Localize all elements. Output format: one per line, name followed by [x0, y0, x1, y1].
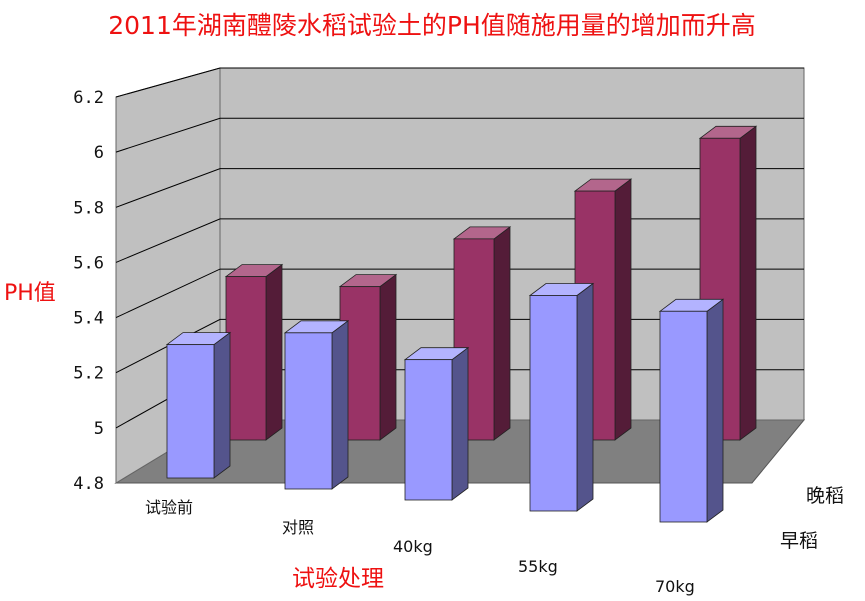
y-axis-ticks: 4.8 5 5.2 5.4 5.6 5.8 6 6.2	[73, 88, 104, 494]
y-tick-label: 5	[94, 419, 104, 439]
bar-front-face	[659, 310, 708, 523]
bar-side-face	[379, 273, 397, 441]
bar-side-face	[576, 282, 594, 512]
category-label: 对照	[282, 518, 314, 537]
bar-side-face	[213, 331, 231, 479]
y-tick-label: 5.4	[73, 309, 104, 329]
bar-front-face	[404, 359, 453, 501]
bar-早稻-70kg	[658, 298, 725, 523]
y-axis-label: PH值	[4, 281, 56, 306]
bar-晚稻-40kg	[452, 226, 512, 441]
bar-早稻-试验前	[165, 331, 232, 479]
y-tick-label: 6.2	[73, 88, 104, 108]
bar-side-face	[493, 226, 511, 441]
gridline	[115, 67, 804, 98]
bar-side-face	[706, 298, 724, 523]
series-labels: 早稻 晚稻	[780, 485, 844, 552]
x-axis-label: 试验处理	[292, 566, 384, 592]
bar-front-face	[166, 344, 215, 479]
bar-晚稻-55kg	[573, 178, 633, 441]
gridline	[115, 117, 804, 153]
series-label: 早稻	[780, 530, 818, 552]
bar-front-face	[284, 332, 333, 490]
y-tick-label: 5.2	[73, 364, 104, 384]
bars-group	[165, 125, 758, 523]
category-label: 55kg	[518, 557, 558, 576]
bar-front-face	[529, 295, 578, 512]
y-tick-label: 5.6	[73, 253, 104, 273]
y-tick-label: 6	[94, 143, 104, 163]
bar-早稻-对照	[283, 319, 350, 490]
chart-title: 2011年湖南醴陵水稻试验土的PH值随施用量的增加而升高	[108, 11, 756, 40]
bar-side-face	[331, 319, 349, 490]
y-tick-label: 5.8	[73, 198, 104, 218]
category-label: 试验前	[145, 498, 193, 517]
bar-side-face	[739, 125, 757, 441]
gridline	[115, 168, 804, 208]
bar-晚稻-试验前	[224, 263, 284, 441]
bar-早稻-55kg	[528, 282, 595, 512]
category-label: 70kg	[655, 577, 695, 596]
bar-早稻-40kg	[403, 346, 470, 501]
y-tick-label: 4.8	[73, 474, 104, 494]
category-label: 40kg	[393, 537, 433, 556]
bar-side-face	[451, 346, 469, 501]
bar-side-face	[614, 178, 632, 441]
series-label: 晚稻	[806, 485, 844, 507]
bar-side-face	[265, 263, 283, 441]
bar-front-face	[225, 276, 267, 441]
